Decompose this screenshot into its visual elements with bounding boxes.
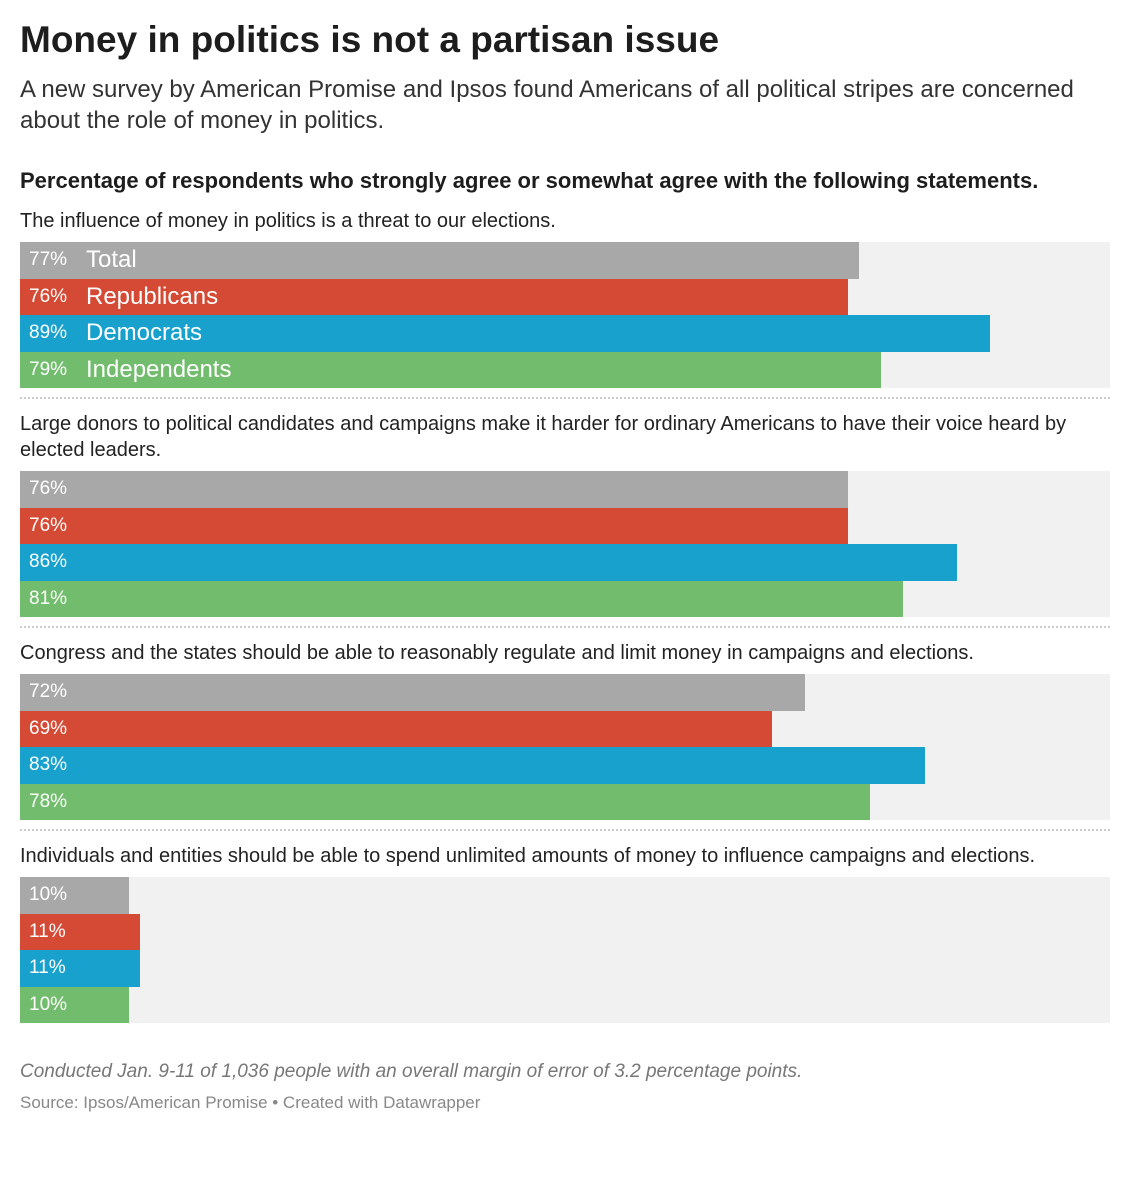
statement: Large donors to political candidates and… bbox=[20, 413, 1067, 461]
panel: Large donors to political candidates and… bbox=[20, 407, 1111, 617]
bar: 10% bbox=[20, 877, 129, 914]
source: Source: Ipsos/American Promise • Created… bbox=[20, 1093, 481, 1112]
value-label: 78% bbox=[29, 790, 68, 812]
chart-title: Money in politics is not a partisan issu… bbox=[20, 19, 720, 60]
value-label: 10% bbox=[29, 993, 68, 1015]
note: Conducted Jan. 9-11 of 1,036 people with… bbox=[20, 1061, 803, 1082]
panel: Congress and the states should be able t… bbox=[20, 636, 1111, 820]
value-label: 89% bbox=[29, 322, 68, 343]
value-label: 86% bbox=[29, 551, 68, 572]
bar: 72% bbox=[20, 674, 805, 711]
value-label: 10% bbox=[29, 884, 68, 905]
separator bbox=[20, 397, 1110, 399]
value-label: 81% bbox=[29, 587, 68, 609]
separator bbox=[20, 626, 1110, 628]
bar: 76% bbox=[20, 471, 849, 508]
statement: Individuals and entities should be able … bbox=[20, 845, 1036, 867]
legend-label: Republicans bbox=[86, 282, 219, 310]
bar: 83% bbox=[20, 747, 925, 784]
legend-label: Democrats bbox=[86, 319, 203, 346]
value-label: 69% bbox=[29, 717, 68, 739]
legend-label: Total bbox=[86, 246, 137, 273]
bar: 76% Republicans bbox=[20, 278, 849, 315]
statement: The influence of money in politics is a … bbox=[20, 210, 556, 232]
bar: 89% Democrats bbox=[20, 315, 991, 352]
panel: Individuals and entities should be able … bbox=[20, 839, 1111, 1023]
value-label: 76% bbox=[29, 285, 68, 307]
statement: Congress and the states should be able t… bbox=[20, 642, 974, 664]
bar: 69% bbox=[20, 710, 773, 747]
value-label: 79% bbox=[29, 358, 68, 380]
subtitle: A new survey by American Promise and Ips… bbox=[20, 76, 1074, 134]
bar: 77% Total bbox=[20, 242, 860, 279]
panel: The influence of money in politics is a … bbox=[20, 204, 1111, 388]
chart-heading: Percentage of respondents who strongly a… bbox=[20, 168, 1039, 193]
panels: The influence of money in politics is a … bbox=[20, 204, 1111, 1023]
bar: 10% bbox=[20, 986, 129, 1023]
bar: 79% Independents bbox=[20, 351, 882, 388]
value-label: 11% bbox=[29, 920, 66, 942]
value-label: 72% bbox=[29, 681, 68, 702]
bar-track: 10% 11% 11% 10% bbox=[20, 877, 1110, 1023]
value-label: 11% bbox=[29, 957, 66, 978]
chart: Money in politics is not a partisan issu… bbox=[20, 19, 1111, 1112]
bar: 78% bbox=[20, 783, 871, 820]
legend-label: Independents bbox=[86, 355, 232, 383]
bar: 11% bbox=[20, 950, 140, 987]
bar: 11% bbox=[20, 913, 140, 950]
value-label: 76% bbox=[29, 478, 68, 499]
bar-track: 72% 69% 83% 78% bbox=[20, 674, 1110, 820]
bar-track: 77% Total 76% Republicans 89% Democrats 79% Ind… bbox=[20, 242, 1110, 388]
value-label: 83% bbox=[29, 754, 68, 775]
bar: 76% bbox=[20, 507, 849, 544]
bar-track: 76% 76% 86% 81% bbox=[20, 471, 1110, 617]
bar: 86% bbox=[20, 544, 958, 581]
separator bbox=[20, 829, 1110, 831]
value-label: 76% bbox=[29, 514, 68, 536]
bar: 81% bbox=[20, 580, 903, 617]
value-label: 77% bbox=[29, 249, 68, 270]
